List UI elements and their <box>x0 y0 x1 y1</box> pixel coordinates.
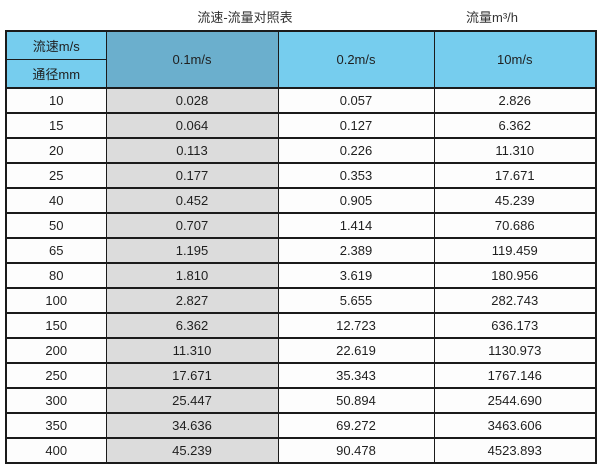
diameter-cell: 40 <box>5 187 107 214</box>
flow-value-cell: 636.173 <box>433 312 597 339</box>
flow-value-cell: 119.459 <box>433 237 597 264</box>
table-row: 100 2.827 5.655 282.743 <box>5 287 597 314</box>
flow-value-cell: 2.826 <box>433 87 597 114</box>
flow-value-cell: 5.655 <box>277 287 435 314</box>
flow-value-cell: 45.239 <box>433 187 597 214</box>
flow-value-cell: 11.310 <box>433 137 597 164</box>
flow-value-cell: 90.478 <box>277 437 435 464</box>
flow-value-cell: 0.707 <box>105 212 279 239</box>
flow-value-cell: 1.195 <box>105 237 279 264</box>
flow-value-cell: 0.177 <box>105 162 279 189</box>
flow-value-cell: 4523.893 <box>433 437 597 464</box>
diameter-cell: 400 <box>5 437 107 464</box>
flow-value-cell: 34.636 <box>105 412 279 439</box>
diameter-cell: 65 <box>5 237 107 264</box>
flow-value-cell: 6.362 <box>105 312 279 339</box>
header-row-bottom: 通径mm <box>5 59 596 89</box>
table-row: 15 0.064 0.127 6.362 <box>5 112 597 139</box>
flow-value-cell: 2544.690 <box>433 387 597 414</box>
table-row: 250 17.671 35.343 1767.146 <box>5 362 597 389</box>
table-row: 200 11.310 22.619 1130.973 <box>5 337 597 364</box>
diameter-cell: 150 <box>5 312 107 339</box>
table-header: 流速m/s 0.1m/s 0.2m/s 10m/s 通径mm <box>5 30 597 89</box>
flow-value-cell: 17.671 <box>433 162 597 189</box>
flow-value-cell: 3.619 <box>277 262 435 289</box>
table-row: 65 1.195 2.389 119.459 <box>5 237 597 264</box>
flow-unit-label: 流量m³/h <box>465 10 519 25</box>
flow-value-cell: 0.353 <box>277 162 435 189</box>
flow-value-cell: 35.343 <box>277 362 435 389</box>
diameter-cell: 200 <box>5 337 107 364</box>
flow-value-cell: 1130.973 <box>433 337 597 364</box>
flow-value-cell: 6.362 <box>433 112 597 139</box>
flow-value-cell: 70.686 <box>433 212 597 239</box>
flow-value-cell: 1.414 <box>277 212 435 239</box>
flow-value-cell: 0.028 <box>105 87 279 114</box>
flow-value-cell: 22.619 <box>277 337 435 364</box>
table-row: 400 45.239 90.478 4523.893 <box>5 437 597 464</box>
diameter-cell: 10 <box>5 87 107 114</box>
corner-cell-velocity: 流速m/s <box>5 30 107 60</box>
diameter-cell: 250 <box>5 362 107 389</box>
flow-value-cell: 45.239 <box>105 437 279 464</box>
column-header-10ms: 10m/s <box>433 30 597 89</box>
flow-value-cell: 12.723 <box>277 312 435 339</box>
header-row-top: 流速m/s 0.1m/s 0.2m/s 10m/s <box>5 30 597 89</box>
table-row: 150 6.362 12.723 636.173 <box>5 312 597 339</box>
flow-value-cell: 25.447 <box>105 387 279 414</box>
flow-value-cell: 2.827 <box>105 287 279 314</box>
flow-value-cell: 69.272 <box>277 412 435 439</box>
table-row: 20 0.113 0.226 11.310 <box>5 137 597 164</box>
flow-value-cell: 0.127 <box>277 112 435 139</box>
column-header-0-2ms: 0.2m/s <box>277 30 435 89</box>
flow-value-cell: 0.452 <box>105 187 279 214</box>
table-row: 300 25.447 50.894 2544.690 <box>5 387 597 414</box>
flow-value-cell: 282.743 <box>433 287 597 314</box>
diameter-cell: 50 <box>5 212 107 239</box>
diameter-cell: 20 <box>5 137 107 164</box>
page-title: 流速-流量对照表 <box>197 10 293 25</box>
flow-rate-table: 流速m/s 0.1m/s 0.2m/s 10m/s 通径mm 10 0.028 0.… <box>5 30 597 464</box>
flow-value-cell: 180.956 <box>433 262 597 289</box>
table-row: 10 0.028 0.057 2.826 <box>5 87 597 114</box>
diameter-cell: 350 <box>5 412 107 439</box>
flow-value-cell: 0.113 <box>105 137 279 164</box>
page-header: 流速-流量对照表 流量m³/h <box>0 0 600 30</box>
flow-value-cell: 0.226 <box>277 137 435 164</box>
table-row: 50 0.707 1.414 70.686 <box>5 212 597 239</box>
table-row: 40 0.452 0.905 45.239 <box>5 187 597 214</box>
table-row: 80 1.810 3.619 180.956 <box>5 262 597 289</box>
flow-value-cell: 2.389 <box>277 237 435 264</box>
diameter-cell: 100 <box>5 287 107 314</box>
flow-value-cell: 1767.146 <box>433 362 597 389</box>
table-row: 25 0.177 0.353 17.671 <box>5 162 597 189</box>
flow-value-cell: 17.671 <box>105 362 279 389</box>
flow-value-cell: 11.310 <box>105 337 279 364</box>
table-body: 10 0.028 0.057 2.826 15 0.064 0.127 6.362 20 0.11… <box>5 87 597 464</box>
column-header-0-1ms: 0.1m/s <box>105 30 279 89</box>
corner-cell-diameter: 通径mm <box>5 59 107 89</box>
flow-value-cell: 1.810 <box>105 262 279 289</box>
flow-value-cell: 50.894 <box>277 387 435 414</box>
flow-value-cell: 0.905 <box>277 187 435 214</box>
flow-value-cell: 0.057 <box>277 87 435 114</box>
flow-value-cell: 0.064 <box>105 112 279 139</box>
diameter-cell: 80 <box>5 262 107 289</box>
diameter-cell: 300 <box>5 387 107 414</box>
diameter-cell: 15 <box>5 112 107 139</box>
diameter-cell: 25 <box>5 162 107 189</box>
flow-value-cell: 3463.606 <box>433 412 597 439</box>
table-row: 350 34.636 69.272 3463.606 <box>5 412 597 439</box>
